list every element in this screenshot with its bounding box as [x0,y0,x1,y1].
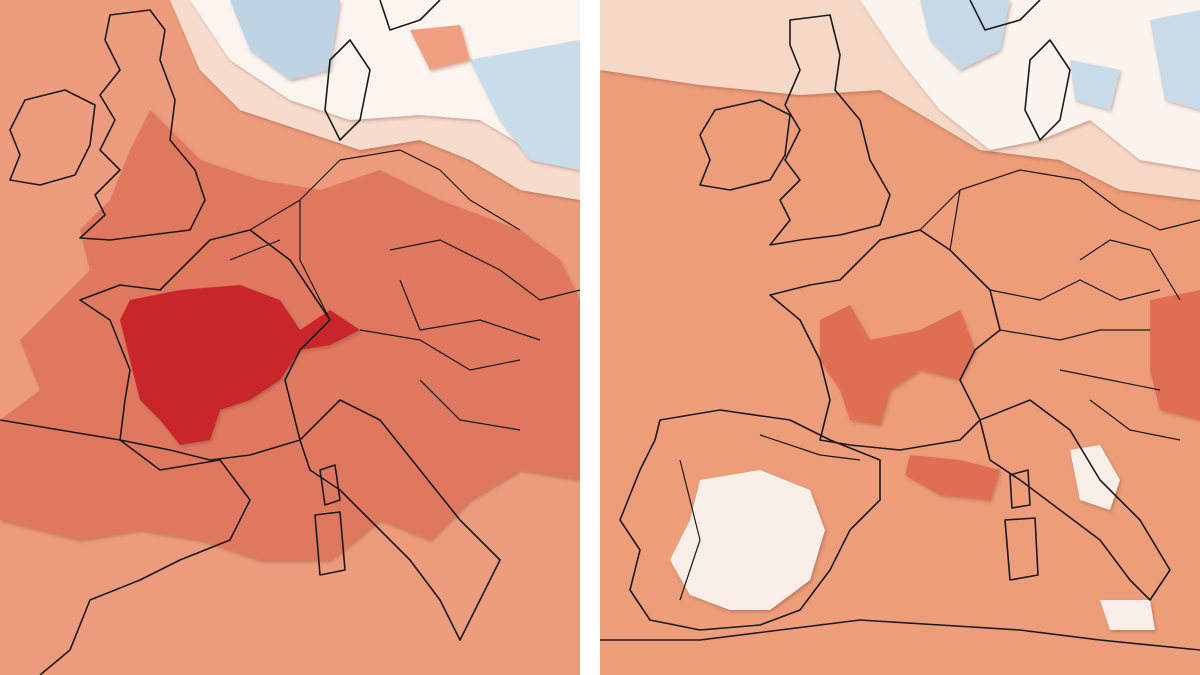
coastline [9,89,96,186]
warm-zone [905,290,1200,500]
coastline [979,399,1171,601]
coastline [969,0,1071,141]
coastline [79,9,206,241]
coastline [600,619,1200,651]
coastline [699,99,791,191]
cold-zone [230,0,340,80]
coastline [314,464,346,576]
hot-zone [120,285,360,445]
cold-zone [1070,10,1200,110]
coastline [1004,469,1039,581]
warm-patch [410,25,470,70]
border [679,434,861,601]
coastline [769,14,891,246]
left-map [0,0,580,675]
border [229,149,580,431]
cold-zone [920,0,1010,70]
right-map [600,0,1200,675]
cold-zone [470,40,580,170]
neutral-zone [670,470,825,610]
coastline [769,229,1001,451]
warm-zone [820,305,975,425]
neutral-zone [1070,445,1155,630]
coastline [619,409,881,631]
coastline [324,0,441,141]
coastline [299,399,501,641]
divider [580,0,600,675]
coastline [0,419,251,675]
border [919,169,1200,441]
